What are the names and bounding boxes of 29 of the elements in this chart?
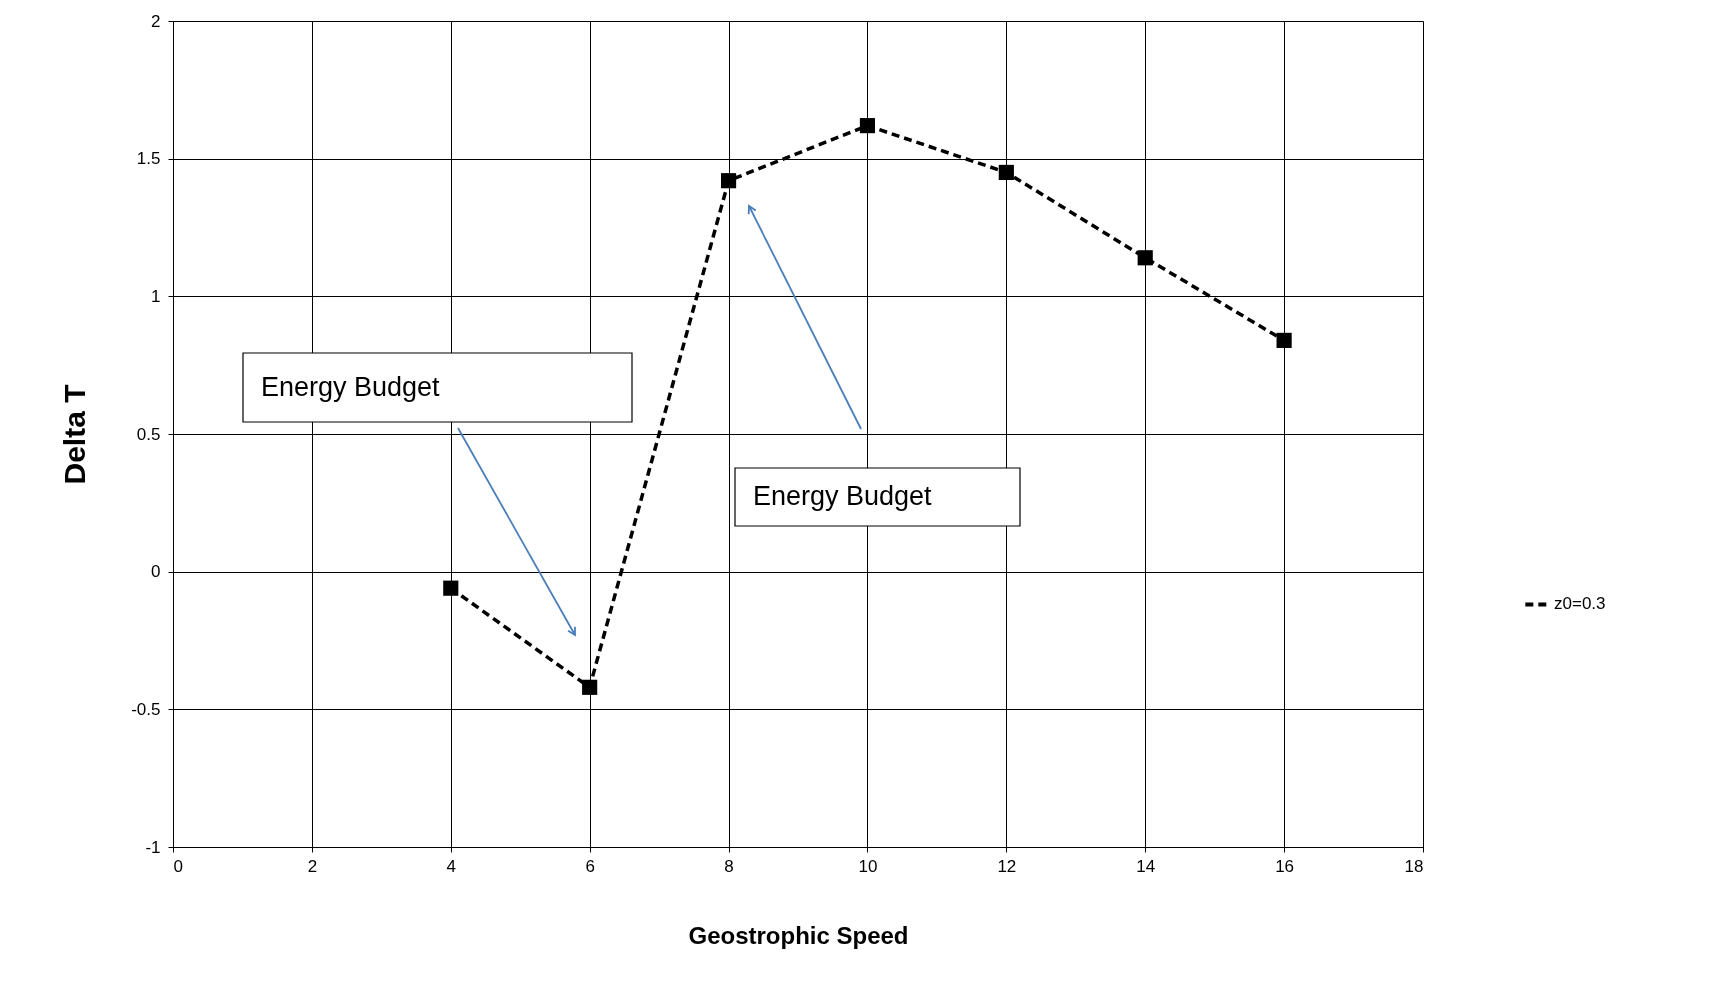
y-tick-label: 2: [151, 11, 161, 31]
x-tick-label: 14: [1136, 856, 1156, 876]
y-tick-label: -0.5: [131, 699, 161, 719]
annotation: Energy Budget: [261, 371, 441, 402]
point: [443, 580, 459, 596]
x-tick-label: 4: [446, 856, 457, 876]
x-tick-label: 6: [585, 856, 595, 876]
x-tick-label: 16: [1275, 856, 1295, 876]
x-tick-label: 0: [173, 856, 183, 876]
point: [582, 679, 598, 695]
y-tick-label: 1.5: [136, 149, 161, 169]
y-tick-label: 0: [151, 562, 161, 582]
point: [998, 164, 1014, 181]
x-tick-label: 18: [1404, 856, 1424, 876]
y-tick-label: 1: [151, 286, 161, 306]
point: [720, 173, 737, 189]
x-tick-label: 12: [997, 856, 1017, 876]
point: [859, 118, 876, 134]
x-tick-label: 10: [858, 856, 878, 876]
y-tick-label: -1: [145, 837, 161, 857]
x-tick-label: 2: [307, 856, 318, 876]
point: [1276, 332, 1292, 348]
x-axis-title: Geostrophic Speed: [688, 921, 909, 949]
point: [1137, 250, 1153, 266]
x-tick-label: 8: [724, 856, 734, 876]
y-tick-label: 0.5: [136, 424, 161, 444]
legend-label: z0=0.3: [1554, 594, 1606, 614]
y-axis-title: Delta T: [58, 384, 92, 485]
annotation: Energy Budget: [753, 481, 933, 511]
